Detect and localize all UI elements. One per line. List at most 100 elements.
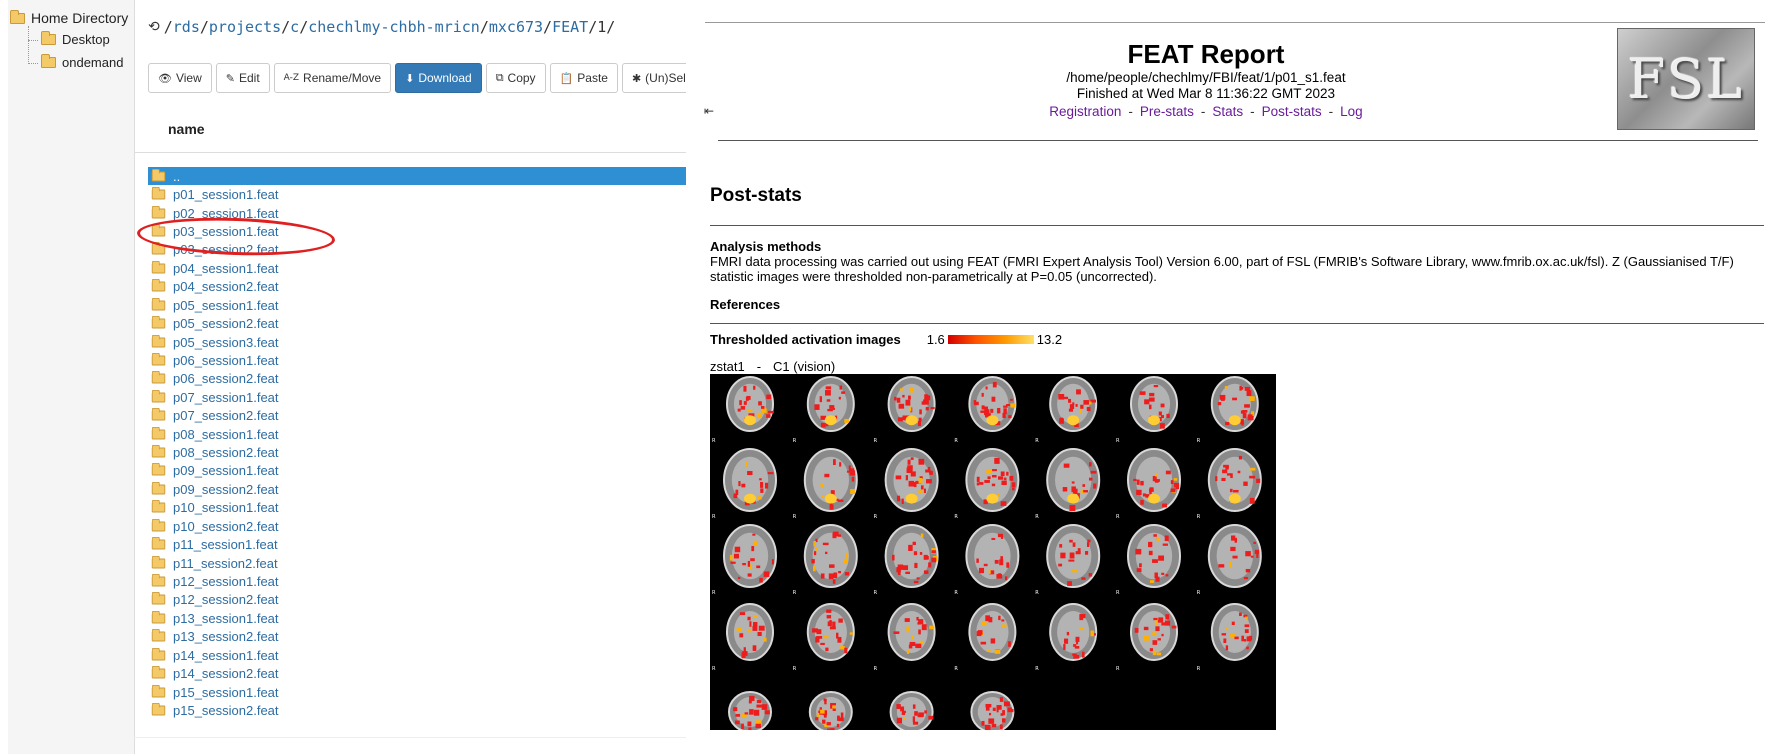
references-heading[interactable]: References	[710, 297, 781, 312]
file-row[interactable]: p05_session1.feat	[148, 296, 686, 314]
file-row[interactable]: p10_session2.feat	[148, 517, 686, 535]
file-row[interactable]: p08_session1.feat	[148, 425, 686, 443]
tree-connector	[28, 26, 29, 64]
file-list: .. p01_session1.feat p02_session1.feat p03_…	[148, 167, 686, 720]
slice-orientation-label: R	[1197, 666, 1201, 672]
nav-link-log[interactable]: Log	[1340, 104, 1363, 119]
file-row[interactable]: p14_session2.feat	[148, 664, 686, 682]
file-row[interactable]: p13_session1.feat	[148, 609, 686, 627]
folder-icon	[151, 297, 166, 311]
brain-slice: R	[1197, 603, 1259, 672]
slice-orientation-label: R	[712, 514, 716, 520]
file-row[interactable]: p13_session2.feat	[148, 628, 686, 646]
folder-icon	[151, 500, 166, 513]
file-name: p12_session1.feat	[173, 573, 279, 589]
file-name: p07_session2.feat	[173, 408, 279, 424]
tree-item-ondemand[interactable]: ondemand	[41, 54, 124, 70]
download-button[interactable]: ⬇ Download	[395, 63, 482, 93]
file-row[interactable]: p14_session1.feat	[148, 646, 686, 664]
file-name: p07_session1.feat	[173, 389, 279, 405]
brain-slice: R	[874, 448, 939, 520]
breadcrumb-segment[interactable]: FEAT	[552, 18, 589, 36]
nav-link-stats[interactable]: Stats	[1212, 104, 1244, 119]
brain-slice: R	[793, 376, 855, 444]
file-name: p10_session1.feat	[173, 500, 279, 516]
slice-orientation-label: R	[712, 590, 716, 596]
view-button[interactable]: 👁 View	[148, 63, 212, 93]
file-row[interactable]: p10_session1.feat	[148, 499, 686, 517]
copy-path-icon[interactable]: ⟲	[148, 19, 160, 35]
tree-item-label: ondemand	[62, 55, 124, 70]
brain-slice: R	[1035, 524, 1101, 596]
file-row[interactable]: p05_session2.feat	[148, 314, 686, 332]
folder-icon	[151, 665, 166, 679]
file-name: p11_session2.feat	[173, 555, 278, 571]
nav-link-registration[interactable]: Registration	[1049, 104, 1122, 119]
file-row[interactable]: p04_session1.feat	[148, 259, 686, 277]
tree-item-home[interactable]: Home Directory	[10, 9, 128, 26]
file-name: p04_session2.feat	[173, 279, 279, 295]
brain-slice: R	[874, 524, 939, 596]
file-toolbar: 👁 View ✎ Edit A-Z Rename/Move ⬇ Download…	[148, 63, 686, 93]
paste-button[interactable]: 📋 Paste	[549, 63, 618, 93]
activation-montage-image[interactable]: R R R R R R R R R R R R R R R R R R R R R R R R R R R R	[710, 374, 1276, 730]
breadcrumb-segment[interactable]: projects	[208, 18, 282, 36]
folder-icon	[151, 408, 166, 421]
folder-icon	[10, 9, 25, 24]
file-row[interactable]: p15_session2.feat	[148, 701, 686, 719]
file-name: p15_session1.feat	[173, 684, 279, 700]
file-name: p09_session2.feat	[173, 481, 279, 497]
breadcrumb-segment[interactable]: rds	[172, 18, 200, 36]
nav-link-pre-stats[interactable]: Pre-stats	[1139, 104, 1194, 119]
copy-button[interactable]: ⧉ Copy	[485, 63, 546, 93]
breadcrumb-segment[interactable]: chechlmy-chbh-mricn	[308, 18, 480, 36]
column-header-name[interactable]: name	[168, 121, 205, 137]
slice-orientation-label: R	[1197, 514, 1201, 520]
file-row[interactable]: p05_session3.feat	[148, 333, 686, 351]
edit-button[interactable]: ✎ Edit	[215, 63, 270, 93]
breadcrumb-segment[interactable]: mxc673	[488, 18, 544, 36]
file-row[interactable]: p09_session1.feat	[148, 462, 686, 480]
zstat-name: zstat1	[710, 359, 745, 374]
file-row[interactable]: p12_session1.feat	[148, 572, 686, 590]
tree-item-label: Desktop	[62, 32, 110, 47]
file-name: p08_session2.feat	[173, 445, 279, 461]
file-row[interactable]: p03_session2.feat	[148, 241, 686, 259]
breadcrumb-segment[interactable]: c	[290, 18, 300, 36]
brain-slice: R	[712, 448, 777, 520]
select-all-button[interactable]: ✱ (Un)Select All	[621, 63, 686, 93]
slice-orientation-label: R	[712, 666, 716, 672]
file-row[interactable]: p15_session1.feat	[148, 683, 686, 701]
asterisk-icon: ✱	[631, 71, 642, 85]
slice-orientation-label: R	[793, 590, 797, 596]
feat-report-panel: FEAT Report /home/people/chechlmy/FBI/fe…	[686, 0, 1772, 754]
slice-orientation-label: R	[1035, 590, 1039, 596]
file-row[interactable]: p04_session2.feat	[148, 278, 686, 296]
file-row[interactable]: p12_session2.feat	[148, 591, 686, 609]
tree-item-desktop[interactable]: Desktop	[41, 31, 110, 47]
brain-slice	[728, 691, 772, 730]
nav-link-post-stats[interactable]: Post-stats	[1261, 104, 1322, 119]
divider	[134, 152, 686, 153]
file-row[interactable]: p02_session1.feat	[148, 204, 686, 222]
brain-slice	[970, 691, 1015, 730]
report-path: /home/people/chechlmy/FBI/feat/1/p01_s1.…	[1066, 70, 1346, 85]
file-row[interactable]: p07_session2.feat	[148, 406, 686, 424]
file-row[interactable]: p07_session1.feat	[148, 388, 686, 406]
file-name: p01_session1.feat	[173, 187, 279, 203]
file-row[interactable]: p11_session1.feat	[148, 535, 686, 553]
folder-icon	[151, 610, 166, 624]
rename-move-button[interactable]: A-Z Rename/Move	[273, 63, 392, 93]
page-title: FEAT Report	[1127, 39, 1285, 69]
file-row[interactable]: p01_session1.feat	[148, 185, 686, 203]
file-row[interactable]: p11_session2.feat	[148, 554, 686, 572]
file-row[interactable]: p06_session2.feat	[148, 370, 686, 388]
file-row[interactable]: p06_session1.feat	[148, 351, 686, 369]
file-name: p13_session1.feat	[173, 610, 279, 626]
file-row[interactable]: p08_session2.feat	[148, 443, 686, 461]
parent-directory-row[interactable]: ..	[148, 167, 686, 186]
colorbar-min: 1.6	[926, 332, 945, 347]
analysis-methods-text: FMRI data processing was carried out usi…	[710, 254, 1734, 284]
file-row[interactable]: p03_session1.feat	[148, 222, 686, 240]
file-row[interactable]: p09_session2.feat	[148, 480, 686, 498]
